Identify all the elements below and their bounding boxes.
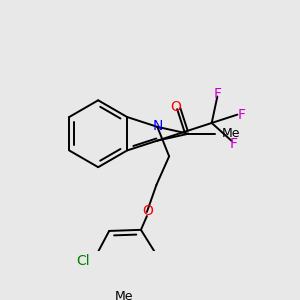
- Text: O: O: [170, 100, 181, 114]
- Text: F: F: [238, 108, 246, 122]
- Text: F: F: [230, 136, 237, 151]
- Text: Me: Me: [222, 127, 241, 140]
- Text: N: N: [153, 119, 164, 133]
- Text: F: F: [213, 87, 221, 101]
- Text: Cl: Cl: [76, 254, 90, 268]
- Text: O: O: [142, 204, 153, 218]
- Text: Me: Me: [114, 290, 133, 300]
